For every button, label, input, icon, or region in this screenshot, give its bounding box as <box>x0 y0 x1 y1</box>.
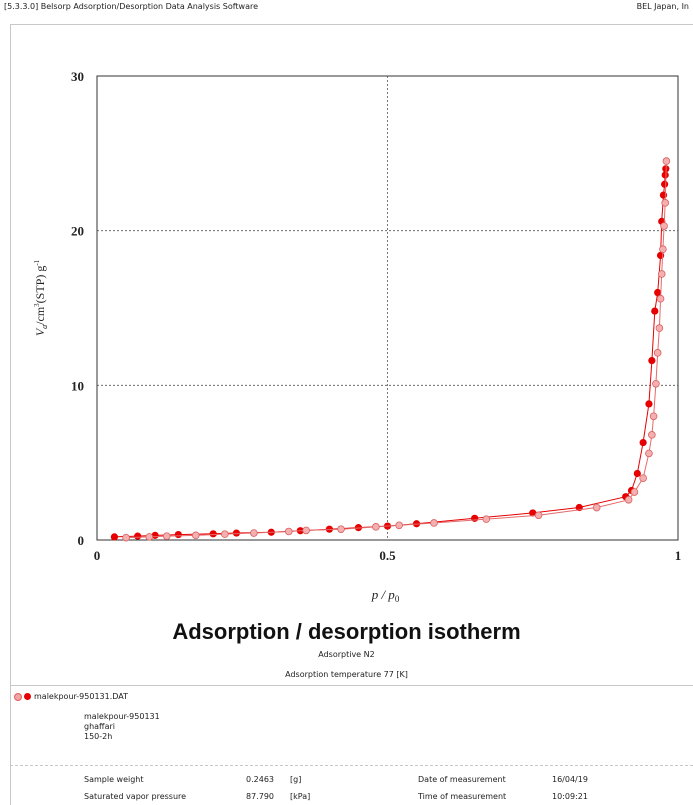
y-axis-label: Va/cm3(STP) g-1 <box>33 259 49 336</box>
chart-title: Adsorption / desorption isotherm <box>172 619 521 644</box>
adsorption-point <box>174 530 182 539</box>
desorption-point <box>221 530 229 538</box>
desorption-point <box>284 527 293 536</box>
desorption-point <box>652 379 660 388</box>
sample-line: malekpour-950131 <box>84 712 160 721</box>
x-tick-label: 0 <box>94 548 101 563</box>
desorption-point <box>656 294 665 303</box>
desorption-point <box>655 324 664 332</box>
adsorption-point <box>232 529 241 537</box>
desorption-point <box>337 525 345 533</box>
adsorption-point <box>110 533 119 541</box>
desorption-point <box>395 521 403 530</box>
y-axis-label-part: /cm <box>33 306 47 325</box>
x-tick-label: 1 <box>675 548 682 563</box>
adsorption-point <box>209 530 217 538</box>
company-name: BEL Japan, In <box>636 2 689 11</box>
date-value: 16/04/19 <box>552 775 588 784</box>
adsorption-point <box>661 180 669 188</box>
desorption-point <box>657 270 666 278</box>
sample-weight-unit: [g] <box>290 775 302 784</box>
adsorption-point <box>654 288 662 297</box>
x-tick-label: 0.5 <box>379 548 396 563</box>
desorption-point <box>660 222 668 230</box>
desorption-point <box>430 519 438 527</box>
y-axis-label-part: (STP) g <box>33 266 47 304</box>
desorption-point <box>592 503 601 512</box>
adsorption-point <box>645 400 653 408</box>
y-axis-label-part: V <box>33 327 47 336</box>
desorption-point <box>534 511 543 520</box>
desorption-point <box>659 245 667 254</box>
file-name: malekpour-950131.DAT <box>34 692 129 701</box>
adsorption-point <box>659 191 668 199</box>
y-axis-label-subscript: a <box>40 325 49 329</box>
sample-weight-value: 0.2463 <box>246 775 274 784</box>
adsorptive-label: Adsorptive N2 <box>318 650 375 659</box>
desorption-point <box>630 488 639 496</box>
adsorption-point <box>471 514 479 522</box>
adsorption-point <box>529 509 537 517</box>
y-axis-label-superscript: 3 <box>33 303 41 307</box>
desorption-point <box>191 531 200 540</box>
desorption-point <box>649 412 658 421</box>
adsorption-line <box>114 168 667 538</box>
info-divider <box>10 765 693 766</box>
report-frame <box>10 24 693 805</box>
legend-file-entry: malekpour-950131.DAT <box>14 692 128 701</box>
desorption-point <box>162 532 171 540</box>
x-axis-label-subscript: 0 <box>395 594 400 604</box>
desorption-point <box>653 349 662 357</box>
sample-comments: malekpour-950131 ghaffari 150-2h <box>84 712 160 742</box>
desorption-point <box>250 529 258 537</box>
y-tick-label: 10 <box>71 378 84 393</box>
desorption-point <box>624 495 633 504</box>
adsorption-point <box>651 307 659 315</box>
desorption-point <box>482 515 491 523</box>
adsorption-point <box>134 532 142 540</box>
desorption-point <box>662 157 671 165</box>
desorption-point <box>645 449 653 458</box>
section-divider <box>10 685 693 686</box>
time-value: 10:09:21 <box>552 792 588 801</box>
y-tick-label: 30 <box>71 69 84 84</box>
desorption-point <box>661 199 670 207</box>
adsorption-temperature-label: Adsorption temperature 77 [K] <box>285 670 408 679</box>
adsorption-point <box>648 356 656 365</box>
sample-line: ghaffari <box>84 722 115 731</box>
desorption-line <box>125 161 667 539</box>
sample-line: 150-2h <box>84 732 113 741</box>
x-axis-label: p / p0 <box>371 587 400 604</box>
software-title: [5.3.3.0] Belsorp Adsorption/Desorption … <box>4 2 259 11</box>
desorption-point <box>639 474 647 482</box>
saturated-vapor-pressure-label: Saturated vapor pressure <box>84 792 187 801</box>
adsorption-point <box>639 438 647 447</box>
saturated-vapor-pressure-value: 87.790 <box>246 792 274 801</box>
date-label: Date of measurement <box>418 775 506 784</box>
sample-weight-label: Sample weight <box>84 775 144 784</box>
y-tick-label: 20 <box>71 224 84 239</box>
desorption-point <box>302 526 310 535</box>
desorption-point <box>372 523 380 531</box>
filled-circle-marker-icon <box>24 693 31 700</box>
y-axis-label-superscript: -1 <box>33 259 41 265</box>
time-label: Time of measurement <box>418 792 507 801</box>
y-tick-label: 0 <box>78 533 85 548</box>
adsorption-point <box>661 171 669 179</box>
desorption-point <box>122 533 130 542</box>
desorption-point <box>145 533 154 541</box>
saturated-vapor-pressure-unit: [kPa] <box>290 792 311 801</box>
desorption-point <box>648 431 656 439</box>
adsorption-point <box>633 469 641 478</box>
open-circle-marker-icon <box>14 692 22 701</box>
